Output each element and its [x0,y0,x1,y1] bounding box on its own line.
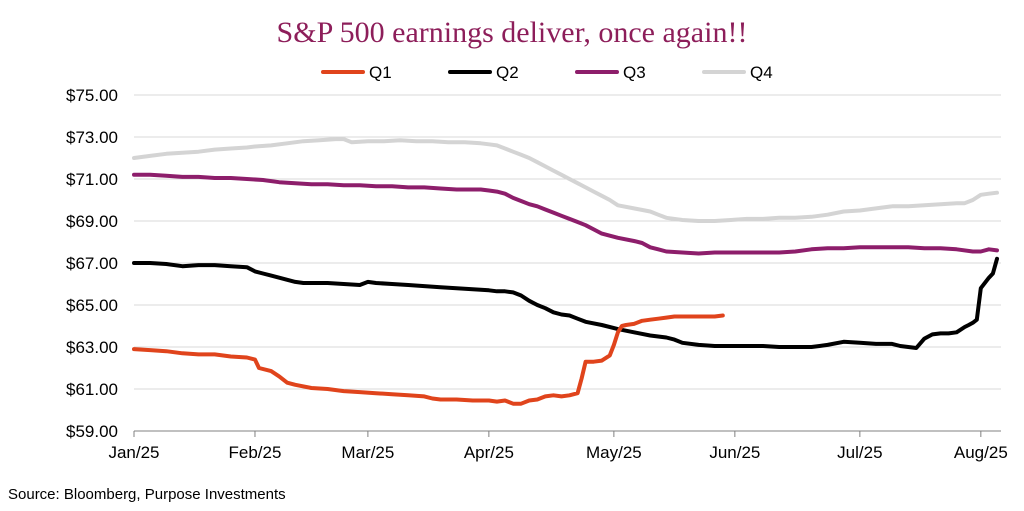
legend-label-q3: Q3 [623,63,646,82]
x-tick-label: Mar/25 [341,443,394,462]
series-line-q4 [132,137,999,223]
series-line-q2 [132,256,999,350]
y-tick-label: $59.00 [66,422,118,441]
x-axis: Jan/25 Feb/25 Mar/25 Apr/25 May/25 Jun/25 Jul/… [108,430,1008,462]
y-tick-label: $69.00 [66,212,118,231]
x-tick-label: Aug/25 [954,443,1008,462]
y-tick-label: $73.00 [66,128,118,147]
legend-label-q4: Q4 [750,63,773,82]
y-tick-label: $65.00 [66,296,118,315]
x-tick-label: Jun/25 [709,443,760,462]
y-tick-label: $61.00 [66,380,118,399]
x-tick-label: Apr/25 [464,443,514,462]
series-layer [132,137,999,406]
legend-label-q1: Q1 [369,63,392,82]
chart-title: S&P 500 earnings deliver, once again!! [277,16,748,49]
x-tick-label: Feb/25 [229,443,282,462]
y-tick-label: $63.00 [66,338,118,357]
y-axis: $59.00 $61.00 $63.00 $65.00 $67.00 $69.00 $71.… [66,86,118,441]
x-tick-label: Jul/25 [837,443,882,462]
series-line-q1 [132,313,725,406]
chart-gridlines [134,94,1001,390]
y-tick-label: $67.00 [66,254,118,273]
y-tick-label: $75.00 [66,86,118,105]
y-tick-label: $71.00 [66,170,118,189]
legend-label-q2: Q2 [496,63,519,82]
source-note: Source: Bloomberg, Purpose Investments [8,486,286,503]
series-line-q3 [132,172,999,256]
x-tick-label: Jan/25 [108,443,159,462]
x-tick-label: May/25 [586,443,642,462]
chart-legend: Q1 Q2 Q3 Q4 [321,63,773,82]
